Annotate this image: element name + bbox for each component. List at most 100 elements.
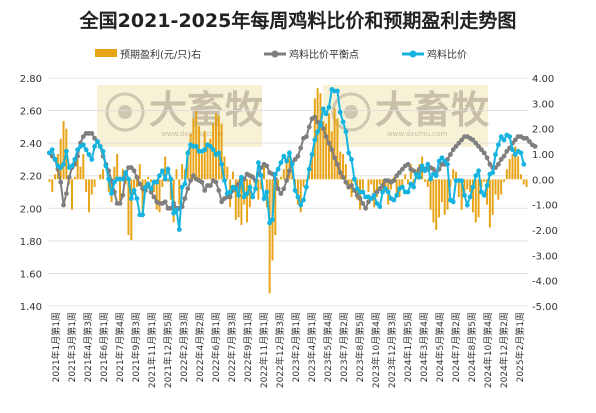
series-point: [275, 166, 281, 172]
series-point: [493, 152, 498, 157]
series-point: [340, 174, 346, 180]
profit-bar: [471, 179, 474, 213]
series-point: [354, 192, 360, 198]
profit-bar: [339, 151, 342, 180]
x-tick-label: 2021年7月第4周: [114, 312, 126, 382]
series-point: [405, 161, 411, 167]
series-point: [343, 179, 349, 185]
series-point: [371, 192, 377, 198]
series-point: [213, 179, 219, 185]
series-point: [524, 135, 529, 141]
series-point: [106, 176, 112, 182]
series-point: [109, 191, 114, 197]
series-point: [335, 88, 340, 94]
series-point: [143, 184, 148, 190]
legend-item: 鸡料比价平衡点: [264, 48, 359, 61]
profit-bar: [231, 171, 234, 180]
profit-bar: [127, 179, 130, 236]
profit-bar: [54, 174, 57, 180]
x-tick-label: 2023年2月第1周: [290, 312, 302, 382]
left-tick-label: 2.60: [20, 107, 42, 118]
series-point: [227, 194, 233, 200]
profit-bar: [477, 179, 480, 218]
x-tick-label: 2021年6月第1周: [98, 312, 110, 382]
x-tick-label: 2025年2月第1周: [514, 312, 526, 382]
series-point: [140, 212, 146, 218]
series-point: [521, 161, 527, 167]
series-point: [411, 168, 416, 174]
series-point: [380, 183, 385, 188]
series-point: [357, 196, 363, 201]
series-point: [394, 173, 400, 179]
x-tick-label: 2022年7月第3周: [226, 312, 238, 382]
series-point: [323, 134, 329, 140]
profit-bar: [319, 93, 322, 180]
profit-bar: [181, 164, 184, 180]
series-point: [349, 183, 354, 188]
series-point: [428, 176, 433, 182]
profit-bar: [305, 179, 308, 182]
series-point: [453, 144, 459, 149]
series-point: [464, 202, 470, 208]
watermark-logo: [331, 92, 371, 132]
series-point: [210, 147, 216, 153]
series-point: [227, 189, 233, 195]
series-point: [154, 179, 160, 185]
series-point: [131, 168, 137, 174]
series-point: [134, 196, 140, 201]
profit-bar: [107, 179, 110, 192]
left-tick-label: 1.80: [20, 237, 42, 248]
profit-bar: [135, 179, 138, 187]
profit-bar: [73, 176, 76, 180]
series-point: [487, 161, 493, 167]
profit-bar: [144, 179, 147, 190]
series-point: [179, 184, 185, 190]
series-point: [400, 166, 405, 172]
profit-bar: [130, 179, 133, 241]
profit-bar: [113, 166, 116, 180]
profit-bar: [505, 169, 508, 180]
watermark-url: www.dxumu.com: [387, 130, 447, 138]
profit-bar: [119, 179, 121, 205]
series-point: [168, 176, 174, 182]
series-point: [123, 170, 128, 175]
series-point: [47, 150, 52, 156]
series-point: [318, 122, 323, 128]
series-point: [337, 109, 343, 115]
profit-bar: [486, 179, 489, 205]
series-point: [512, 152, 518, 157]
series-point: [456, 140, 462, 146]
series-point: [219, 161, 225, 167]
profit-bar: [500, 179, 503, 195]
profit-bar: [150, 179, 153, 182]
series-point: [295, 194, 301, 200]
series-point: [165, 166, 171, 172]
series-point: [479, 147, 484, 153]
profit-bar: [333, 108, 336, 180]
profit-bar: [161, 179, 164, 187]
series-point: [287, 168, 292, 174]
series-point: [134, 174, 140, 180]
profit-bar: [491, 179, 494, 215]
series-point: [298, 202, 304, 208]
profit-bar: [124, 179, 127, 185]
x-tick-label: 2023年10月第4周: [370, 312, 382, 388]
series-point: [304, 134, 309, 140]
series-point: [512, 137, 518, 143]
series-point: [445, 161, 450, 167]
series-point: [89, 157, 95, 162]
x-tick-label: 2023年5月第4周: [322, 312, 334, 382]
profit-bar: [51, 179, 54, 192]
series-point: [292, 188, 298, 193]
series-point: [117, 201, 123, 206]
series-point: [448, 152, 453, 157]
x-tick-label: 2022年2月第3周: [178, 312, 190, 382]
x-tick-label: 2022年4月第2周: [194, 312, 206, 382]
profit-bar: [325, 123, 328, 180]
profit-bar: [85, 179, 88, 192]
series-point: [368, 196, 374, 201]
series-point: [411, 184, 416, 190]
series-point: [383, 186, 388, 192]
profit-bar: [152, 179, 155, 192]
